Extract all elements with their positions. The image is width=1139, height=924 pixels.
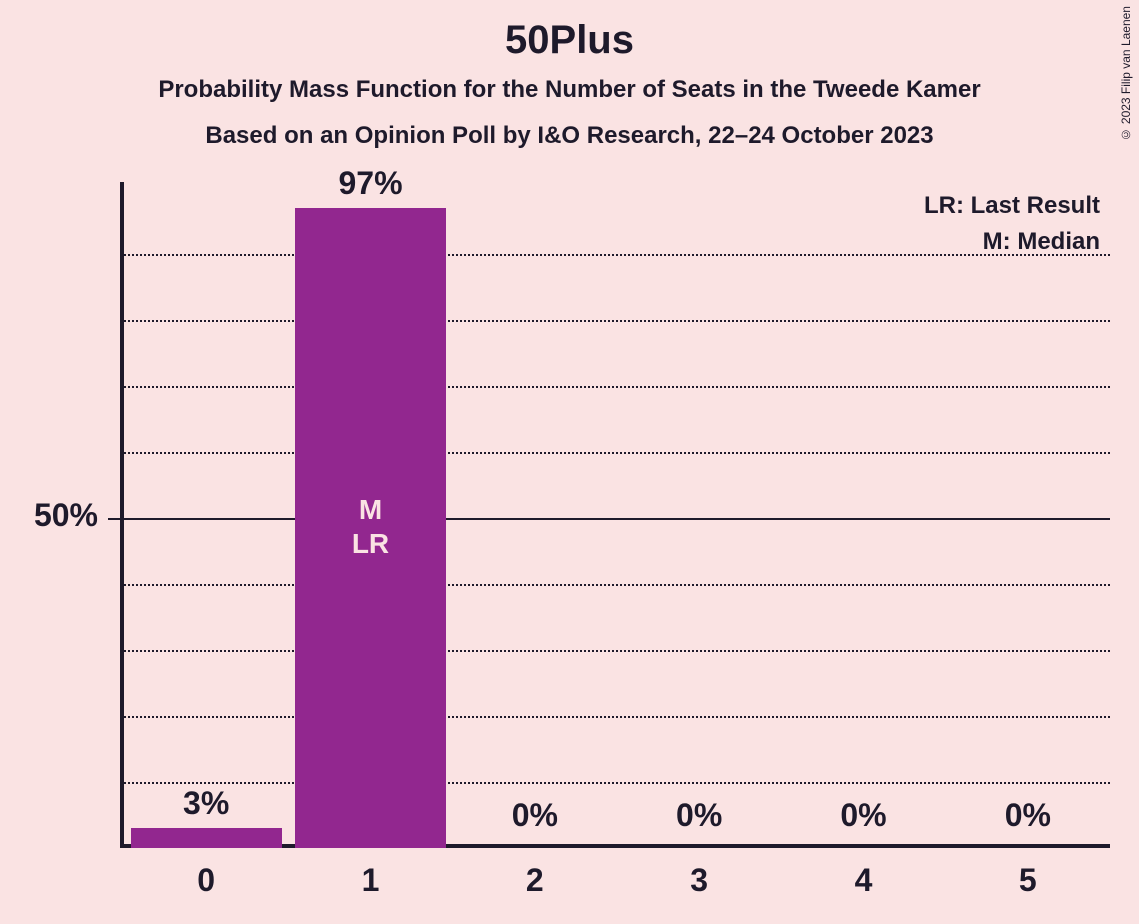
gridline-minor bbox=[124, 782, 1110, 784]
bar-value-label: 0% bbox=[617, 797, 781, 834]
x-tick-label: 2 bbox=[453, 862, 617, 899]
y-axis bbox=[120, 182, 124, 848]
gridline-major bbox=[124, 518, 1110, 520]
y-tick-label: 50% bbox=[0, 497, 98, 534]
x-tick-label: 3 bbox=[617, 862, 781, 899]
bar-value-label: 97% bbox=[288, 165, 452, 202]
chart-subtitle-1: Probability Mass Function for the Number… bbox=[0, 76, 1139, 104]
legend-m: M: Median bbox=[983, 228, 1100, 256]
y-tick bbox=[108, 518, 120, 520]
x-tick-label: 4 bbox=[781, 862, 945, 899]
bar-value-label: 0% bbox=[946, 797, 1110, 834]
bar-inner-label: M bbox=[295, 494, 446, 526]
bar bbox=[131, 828, 282, 848]
x-tick-label: 0 bbox=[124, 862, 288, 899]
bar-value-label: 0% bbox=[453, 797, 617, 834]
gridline-minor bbox=[124, 584, 1110, 586]
gridline-minor bbox=[124, 386, 1110, 388]
bar-inner-label: LR bbox=[295, 528, 446, 560]
gridline-minor bbox=[124, 716, 1110, 718]
plot-area: 3%97%MLR0%0%0%0% bbox=[120, 188, 1110, 848]
bar-value-label: 3% bbox=[124, 785, 288, 822]
bar-value-label: 0% bbox=[781, 797, 945, 834]
x-tick-label: 1 bbox=[288, 862, 452, 899]
gridline-minor bbox=[124, 254, 1110, 256]
gridline-minor bbox=[124, 650, 1110, 652]
gridline-minor bbox=[124, 320, 1110, 322]
chart-title: 50Plus bbox=[0, 18, 1139, 63]
legend-lr: LR: Last Result bbox=[924, 192, 1100, 220]
gridline-minor bbox=[124, 452, 1110, 454]
copyright-label: © 2023 Filip van Laenen bbox=[1119, 6, 1133, 141]
x-tick-label: 5 bbox=[946, 862, 1110, 899]
chart-subtitle-2: Based on an Opinion Poll by I&O Research… bbox=[0, 122, 1139, 150]
chart-canvas: 50Plus Probability Mass Function for the … bbox=[0, 0, 1139, 924]
